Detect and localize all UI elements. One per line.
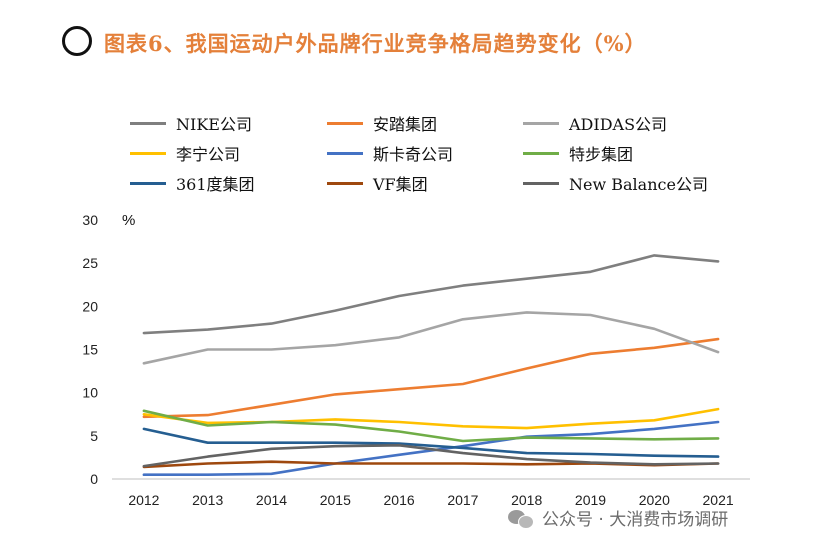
legend-label: New Balance公司 xyxy=(569,175,708,194)
legend-swatch xyxy=(130,181,166,185)
series-line-2 xyxy=(142,337,720,419)
legend-label: 安踏集团 xyxy=(373,115,438,134)
y-tick-label: 15 xyxy=(82,342,98,358)
legend-item: 李宁公司 xyxy=(130,142,240,164)
x-tick-label: 2020 xyxy=(639,492,670,508)
legend-swatch xyxy=(327,181,363,185)
y-tick-label: 10 xyxy=(82,385,98,401)
chart-series xyxy=(142,254,720,477)
legend-swatch xyxy=(130,151,166,155)
chart-axes: 0 5 10 15 20 25 30 % 2012 2013 2014 2015 2016 2017 201… xyxy=(82,212,750,508)
x-tick-label: 2014 xyxy=(256,492,287,508)
y-axis-unit: % xyxy=(122,212,135,229)
legend-item: ADIDAS公司 xyxy=(523,112,667,134)
x-tick-label: 2021 xyxy=(703,492,734,508)
x-tick-label: 2015 xyxy=(320,492,351,508)
legend-item: 特步集团 xyxy=(523,142,633,164)
legend-swatch xyxy=(523,151,559,155)
series-line-1 xyxy=(142,254,720,335)
legend-swatch xyxy=(327,151,363,155)
legend-swatch xyxy=(523,181,559,185)
x-tick-label: 2016 xyxy=(384,492,415,508)
y-tick-label: 5 xyxy=(90,428,98,444)
x-tick-label: 2012 xyxy=(128,492,159,508)
legend-item: 斯卡奇公司 xyxy=(327,142,453,164)
watermark-text: 公众号 · 大消费市场调研 xyxy=(542,510,729,530)
series-line-3 xyxy=(142,311,720,365)
legend-item: NIKE公司 xyxy=(130,112,252,134)
x-tick-label: 2018 xyxy=(511,492,542,508)
legend-swatch xyxy=(327,121,363,125)
legend-swatch xyxy=(130,121,166,125)
y-tick-label: 20 xyxy=(82,298,98,314)
series-line-6 xyxy=(142,409,720,443)
chart-title: 图表6、我国运动户外品牌行业竞争格局趋势变化（%） xyxy=(104,31,647,56)
y-tick-label: 30 xyxy=(82,212,98,228)
x-tick-label: 2013 xyxy=(192,492,223,508)
series-line-7 xyxy=(142,427,720,458)
legend-label: VF集团 xyxy=(373,175,428,194)
legend-item: 安踏集团 xyxy=(327,112,437,134)
legend-label: 李宁公司 xyxy=(176,145,241,164)
y-tick-label: 25 xyxy=(82,255,98,271)
x-tick-label: 2019 xyxy=(575,492,606,508)
y-tick-label: 0 xyxy=(90,471,98,487)
legend-label: NIKE公司 xyxy=(176,115,252,134)
legend-item: New Balance公司 xyxy=(523,172,708,194)
wechat-icon xyxy=(508,508,534,529)
legend-label: 特步集团 xyxy=(569,145,634,164)
legend-item: VF集团 xyxy=(327,172,428,194)
legend-item: 361度集团 xyxy=(130,172,255,194)
legend-label: ADIDAS公司 xyxy=(569,115,668,134)
title-circle-icon xyxy=(62,26,92,56)
legend-swatch xyxy=(523,121,559,125)
legend-label: 斯卡奇公司 xyxy=(373,145,454,164)
x-tick-label: 2017 xyxy=(447,492,478,508)
series-line-9 xyxy=(142,443,720,468)
legend-label: 361度集团 xyxy=(176,175,255,194)
watermark: 公众号 · 大消费市场调研 xyxy=(508,505,728,530)
